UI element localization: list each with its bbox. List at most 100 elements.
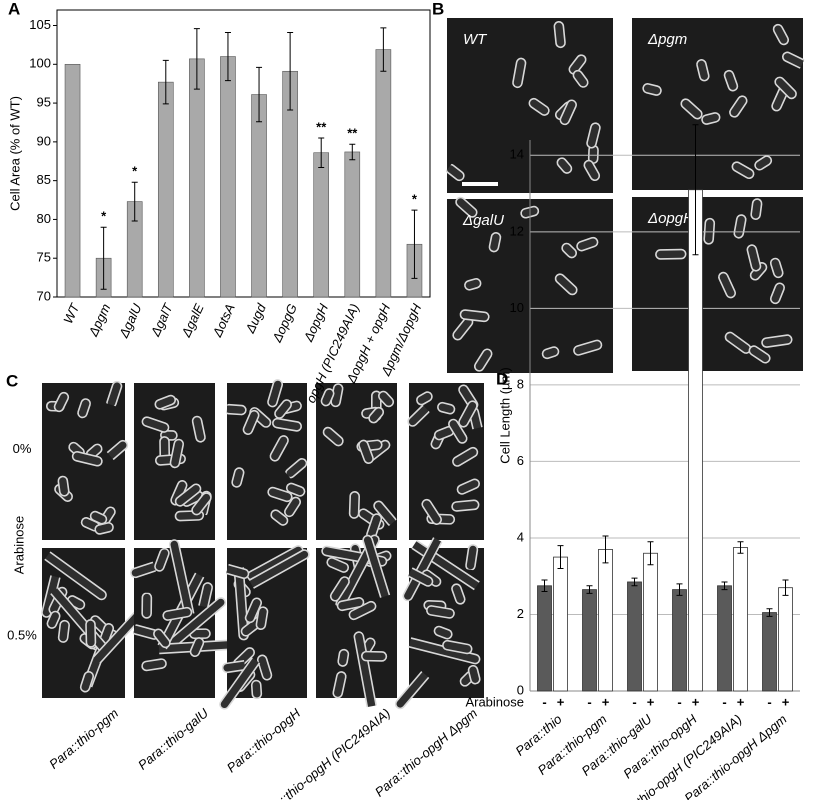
cell xyxy=(153,628,171,649)
cell xyxy=(769,282,786,305)
bar xyxy=(375,49,392,298)
legend-entry: - xyxy=(677,694,681,709)
cell xyxy=(269,435,289,462)
cell xyxy=(336,597,365,612)
panel-letter: C xyxy=(6,371,18,390)
cell xyxy=(141,592,153,619)
legend-entry: + xyxy=(782,694,790,709)
error-bar xyxy=(380,27,387,72)
legend-title: Arabinose xyxy=(465,694,524,709)
cell xyxy=(473,348,493,372)
cell xyxy=(154,547,170,572)
bar xyxy=(762,612,777,692)
y-tick-label: 95 xyxy=(37,95,51,110)
y-tick-label: 14 xyxy=(510,147,524,162)
bar xyxy=(778,587,793,692)
cell xyxy=(244,597,263,624)
image-label: ΔgalU xyxy=(462,212,504,229)
cell xyxy=(79,670,95,693)
error-bar xyxy=(162,59,169,105)
error-bar xyxy=(782,579,789,596)
cell xyxy=(250,679,263,700)
cell xyxy=(701,112,721,125)
image-label: ΔopgH xyxy=(647,210,694,227)
bar xyxy=(64,63,81,298)
cell xyxy=(284,496,302,518)
cell xyxy=(455,196,478,218)
cell xyxy=(368,406,385,424)
cell xyxy=(416,391,433,406)
bar xyxy=(598,549,613,692)
legend-entry: + xyxy=(602,694,610,709)
row-label: 0.5% xyxy=(7,627,37,642)
error-bar xyxy=(100,226,107,290)
y-tick-label: 12 xyxy=(510,223,524,238)
cell xyxy=(57,619,70,643)
cell xyxy=(348,491,361,519)
bar xyxy=(344,151,361,298)
cell xyxy=(191,415,206,443)
bar xyxy=(313,152,330,298)
error-bar xyxy=(318,137,325,168)
cell xyxy=(750,198,763,220)
cell xyxy=(191,492,212,516)
y-axis-label: Cell Area (% of WT) xyxy=(7,96,22,211)
bar xyxy=(189,58,205,298)
cell xyxy=(572,69,589,88)
row-label: 0% xyxy=(13,441,32,456)
legend-entry: + xyxy=(737,694,745,709)
legend-entry: - xyxy=(587,694,591,709)
cell xyxy=(94,522,114,535)
error-bar xyxy=(224,31,231,82)
cell xyxy=(467,664,481,685)
cell xyxy=(230,565,249,641)
image-label: WT xyxy=(463,31,488,48)
cell xyxy=(274,399,293,419)
x-tick-label: ΔopgH xyxy=(300,301,331,345)
bar xyxy=(220,56,236,298)
error-bar xyxy=(131,181,138,222)
error-bar xyxy=(287,31,294,111)
legend-entry: + xyxy=(692,694,700,709)
significance: * xyxy=(412,192,418,207)
significance: ** xyxy=(347,126,358,141)
y-tick-label: 80 xyxy=(37,211,51,226)
error-bar xyxy=(349,143,356,161)
cell xyxy=(255,606,269,631)
cell xyxy=(231,467,245,488)
error-bar xyxy=(411,209,418,279)
error-bar xyxy=(676,583,683,596)
legend-entry: - xyxy=(632,694,636,709)
x-tick-label: ΔgalE xyxy=(178,301,207,340)
cell xyxy=(223,403,247,416)
error-bar xyxy=(602,535,609,564)
error-bar xyxy=(766,608,773,617)
cell xyxy=(437,401,456,415)
cell xyxy=(397,635,481,665)
significance: * xyxy=(132,164,138,179)
cell xyxy=(267,486,293,503)
y-tick-label: 10 xyxy=(510,300,524,315)
cell xyxy=(528,97,550,116)
cell xyxy=(141,658,167,672)
cell xyxy=(433,625,453,640)
legend-entry: - xyxy=(542,694,546,709)
x-tick-label: ΔopgG xyxy=(269,301,300,345)
cell xyxy=(256,654,273,681)
y-tick-label: 85 xyxy=(37,172,51,187)
error-bar xyxy=(586,585,593,594)
bar xyxy=(733,547,748,692)
bar xyxy=(582,589,597,692)
cell xyxy=(272,417,303,432)
error-bar xyxy=(737,541,744,554)
cell xyxy=(451,583,466,605)
y-tick-label: 0 xyxy=(517,682,524,697)
error-bar xyxy=(692,124,699,256)
bar xyxy=(553,556,568,692)
scale-bar xyxy=(45,544,73,548)
cell xyxy=(729,95,748,118)
cell xyxy=(696,59,710,82)
cell xyxy=(553,21,566,49)
cell xyxy=(559,99,577,126)
